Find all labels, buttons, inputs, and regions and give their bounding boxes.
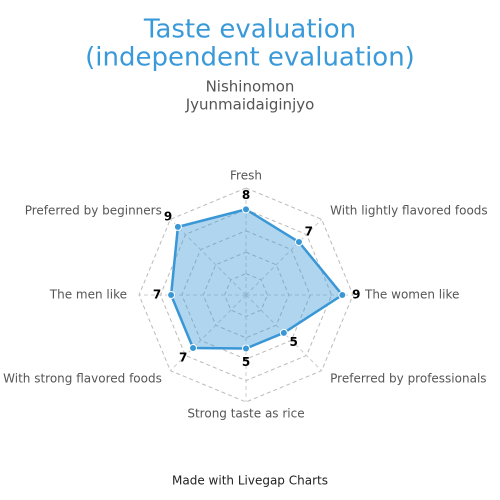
- footer: Made with Livegap Charts: [172, 474, 328, 488]
- axis-label: Preferred by professionals: [330, 372, 486, 386]
- chart-title: (independent evaluation): [85, 43, 415, 73]
- axis-label: With strong flavored foods: [3, 372, 162, 386]
- chart-title: Taste evaluation: [143, 15, 356, 45]
- value-label: 9: [164, 210, 172, 224]
- axis-label: The women like: [364, 288, 459, 302]
- value-label: 5: [290, 335, 298, 349]
- value-label: 9: [352, 288, 360, 302]
- value-label: 7: [153, 288, 161, 302]
- point: [242, 344, 250, 353]
- chart-subtitle: Nishinomon: [206, 78, 295, 96]
- grid-ring: [202, 251, 290, 339]
- value-label: 5: [242, 355, 250, 369]
- point: [294, 238, 303, 247]
- spoke: [169, 294, 247, 372]
- axis-label: Preferred by beginners: [25, 203, 162, 217]
- point: [338, 291, 347, 299]
- value-label: 7: [179, 350, 187, 364]
- axis-label: With lightly flavored foods: [330, 203, 488, 217]
- point: [242, 205, 250, 214]
- chart-subtitle: Jyunmaidaiginjyo: [185, 96, 315, 114]
- axis-label: The men like: [49, 288, 127, 302]
- radar-area: [169, 208, 345, 350]
- point: [279, 328, 288, 337]
- axis-label: Fresh: [230, 169, 262, 183]
- point: [167, 291, 176, 299]
- spoke: [245, 218, 323, 296]
- point: [173, 222, 182, 231]
- point: [189, 343, 198, 352]
- spoke: [245, 294, 323, 372]
- axis-label: Strong taste as rice: [187, 407, 304, 421]
- spoke: [169, 218, 247, 296]
- value-label: 7: [305, 225, 313, 239]
- value-label: 8: [242, 188, 250, 202]
